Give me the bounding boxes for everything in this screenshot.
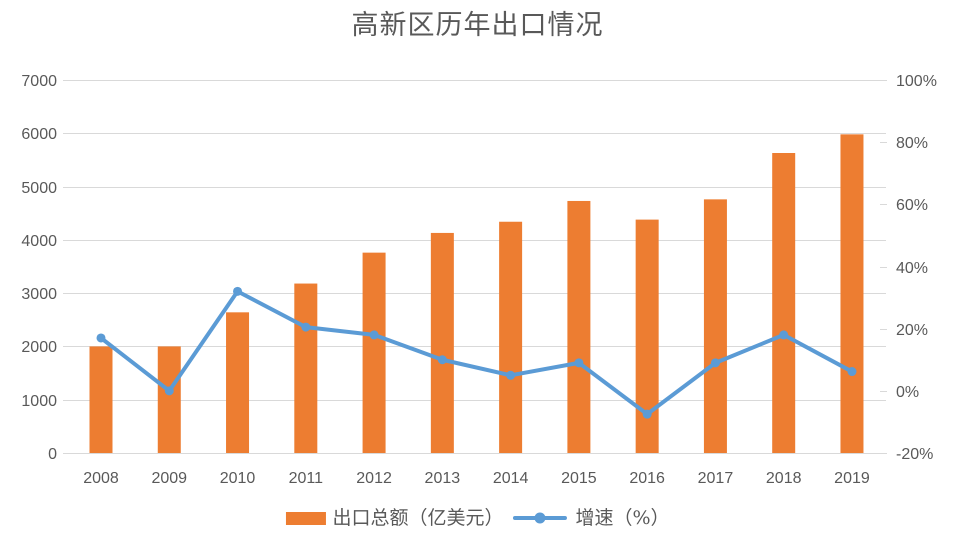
growth-marker-2013 [437, 355, 447, 365]
bar-2018 [772, 153, 796, 453]
bar-2012 [362, 252, 386, 453]
growth-marker-2018 [779, 330, 789, 340]
x-axis-label: 2012 [356, 470, 392, 487]
growth-marker-2016 [642, 409, 652, 419]
growth-marker-2009 [164, 386, 174, 396]
bar-2015 [567, 200, 591, 453]
bar-2010 [226, 312, 250, 453]
left-axis-tick-label: 4000 [21, 233, 57, 250]
legend-bar-label: 出口总额（亿美元） [332, 507, 504, 529]
legend-line-marker-icon [533, 512, 545, 524]
x-axis-label: 2011 [289, 470, 324, 487]
x-axis-label: 2019 [834, 470, 870, 487]
x-axis-label: 2015 [561, 470, 597, 487]
left-axis-tick-label: 6000 [21, 126, 57, 143]
left-axis-tick-label: 1000 [21, 393, 57, 410]
right-axis-tick-label: 100% [896, 73, 937, 90]
legend-bar-swatch-icon [285, 511, 326, 525]
bar-2011 [294, 283, 318, 453]
right-axis-tick-label: 40% [896, 260, 928, 277]
legend-line-label: 增速（%） [575, 507, 670, 529]
right-axis-tick-label: 0% [896, 384, 919, 401]
x-axis-label: 2008 [83, 470, 119, 487]
left-axis-tick-label: 3000 [21, 286, 57, 303]
x-axis-label: 2013 [425, 470, 461, 487]
x-axis-label: 2014 [493, 470, 529, 487]
right-axis-tick-label: 60% [896, 197, 928, 214]
left-axis-tick-label: 0 [48, 446, 57, 463]
x-axis-label: 2017 [698, 470, 734, 487]
growth-marker-2010 [233, 286, 243, 296]
left-axis-tick-label: 5000 [21, 180, 57, 197]
growth-marker-2011 [301, 322, 311, 332]
right-axis-tick-label: -20% [896, 446, 933, 463]
x-axis-label: 2009 [151, 470, 187, 487]
bar-2013 [430, 232, 454, 453]
growth-marker-2015 [574, 358, 584, 368]
bar-2019 [840, 134, 864, 453]
growth-marker-2012 [369, 330, 379, 340]
growth-line [99, 289, 854, 417]
bar-2009 [157, 346, 181, 453]
bar-2014 [499, 221, 523, 453]
left-axis-tick-label: 7000 [21, 73, 57, 90]
growth-marker-2019 [847, 367, 857, 377]
legend-line-glyph-icon [512, 512, 567, 524]
x-axis-label: 2016 [629, 470, 665, 487]
right-axis-tick-label: 20% [896, 322, 928, 339]
legend: 出口总额（亿美元） 增速（%） [285, 506, 670, 530]
x-axis-label: 2018 [766, 470, 802, 487]
growth-marker-2008 [96, 333, 106, 343]
bar-2016 [635, 219, 659, 453]
growth-marker-2014 [506, 370, 516, 380]
x-axis-label: 2010 [220, 470, 256, 487]
bar-2008 [89, 346, 113, 453]
right-axis-tick-label: 80% [896, 135, 928, 152]
chart-title: 高新区历年出口情况 [351, 10, 604, 41]
left-axis-tick-label: 2000 [21, 339, 57, 356]
bar-2017 [703, 199, 727, 453]
growth-marker-2017 [710, 358, 720, 368]
